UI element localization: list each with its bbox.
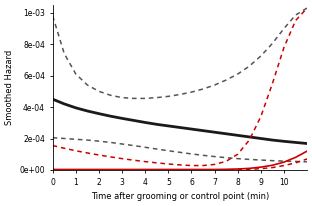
Y-axis label: Smoothed Hazard: Smoothed Hazard — [5, 50, 14, 125]
X-axis label: Time after grooming or control point (min): Time after grooming or control point (mi… — [91, 192, 269, 201]
